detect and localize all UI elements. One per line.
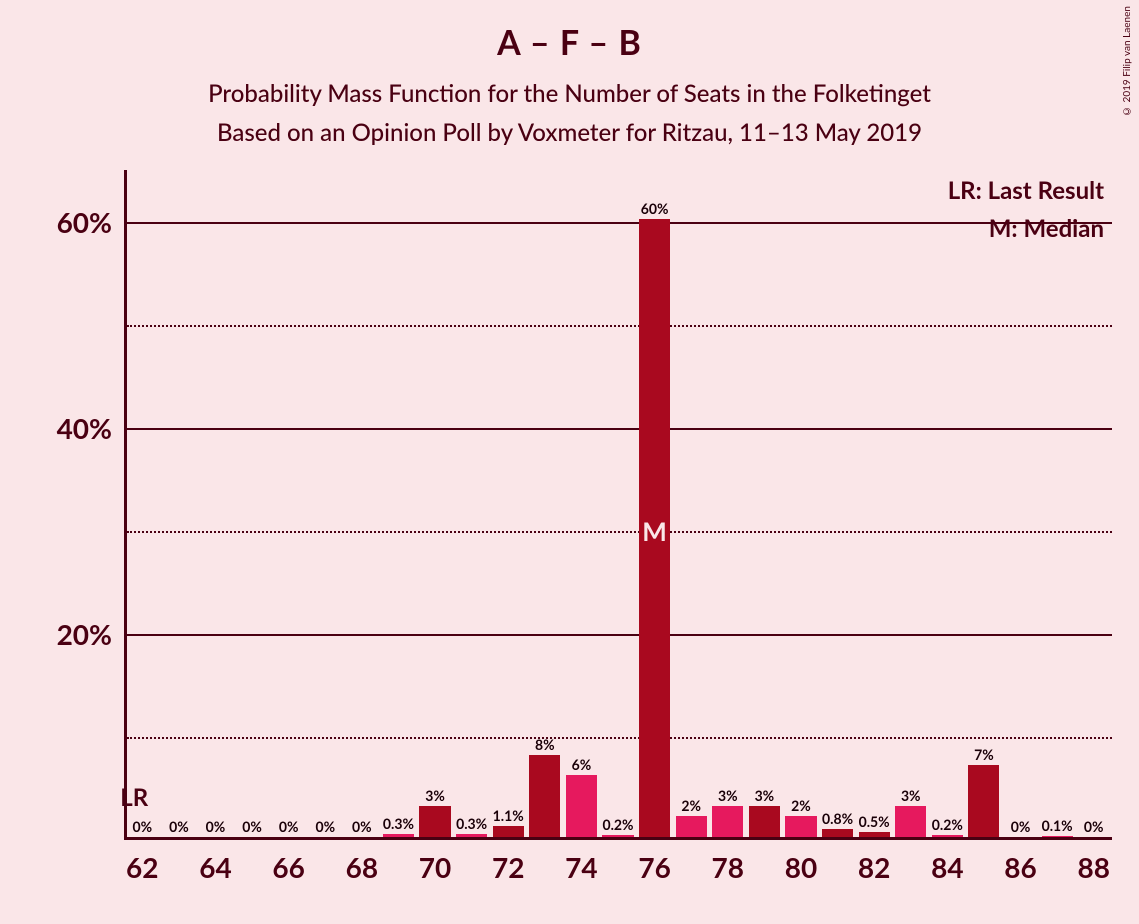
gridline-minor xyxy=(127,325,1112,327)
bar-value-label: 0.1% xyxy=(1042,817,1073,834)
y-tick-label: 40% xyxy=(57,411,112,445)
plot-area: 20%40%60%62646668707274767880828486880%0… xyxy=(124,170,1112,840)
gridline-minor xyxy=(127,737,1112,739)
bar-value-label: 0.2% xyxy=(602,816,633,833)
bar-value-label: 0.2% xyxy=(932,816,963,833)
bar-value-label: 6% xyxy=(572,756,592,773)
chart-container: A – F – B Probability Mass Function for … xyxy=(0,0,1139,924)
x-tick-label: 72 xyxy=(492,850,524,884)
bar-value-label: 0% xyxy=(206,818,226,835)
x-tick-label: 80 xyxy=(785,850,817,884)
bar-value-label: 3% xyxy=(901,787,921,804)
y-tick-label: 60% xyxy=(57,205,112,239)
gridline-major xyxy=(127,222,1112,224)
x-tick-label: 70 xyxy=(419,850,451,884)
bar-value-label: 0% xyxy=(132,818,152,835)
median-marker: M xyxy=(642,515,667,547)
x-tick-label: 88 xyxy=(1077,850,1109,884)
bar: 6% xyxy=(566,775,597,837)
bar-value-label: 0.3% xyxy=(383,815,414,832)
bar: 0.2% xyxy=(932,835,963,837)
bar-value-label: 0% xyxy=(1011,818,1031,835)
bar-value-label: 2% xyxy=(681,797,701,814)
bar: 3% xyxy=(895,806,926,837)
bar-value-label: 0% xyxy=(169,818,189,835)
bar: 0.5% xyxy=(859,832,890,837)
bar: 2% xyxy=(676,816,707,837)
x-tick-label: 62 xyxy=(126,850,158,884)
x-tick-label: 68 xyxy=(346,850,378,884)
bar: 2% xyxy=(785,816,816,837)
chart-title: A – F – B xyxy=(0,0,1139,63)
bar-value-label: 0% xyxy=(279,818,299,835)
bar: 60%M xyxy=(639,219,670,837)
x-tick-label: 66 xyxy=(272,850,304,884)
bar: 3% xyxy=(712,806,743,837)
bar-value-label: 7% xyxy=(974,746,994,763)
bar-value-label: 3% xyxy=(425,787,445,804)
lr-marker: LR xyxy=(120,783,148,812)
y-axis xyxy=(124,170,127,840)
bar-value-label: 0.8% xyxy=(822,810,853,827)
bar-value-label: 0% xyxy=(242,818,262,835)
bar: 0.1% xyxy=(1042,836,1073,837)
bar-value-label: 0.5% xyxy=(859,813,890,830)
bar: 0.8% xyxy=(822,829,853,837)
bar: 7% xyxy=(968,765,999,837)
bar-value-label: 3% xyxy=(755,787,775,804)
legend-lr: LR: Last Result xyxy=(948,176,1104,205)
x-tick-label: 64 xyxy=(199,850,231,884)
bar-value-label: 0% xyxy=(352,818,372,835)
x-tick-label: 78 xyxy=(712,850,744,884)
gridline-minor xyxy=(127,531,1112,533)
bar: 3% xyxy=(749,806,780,837)
bar-value-label: 2% xyxy=(791,797,811,814)
bar-value-label: 1.1% xyxy=(493,807,524,824)
bar: 0.3% xyxy=(383,834,414,837)
chart-subtitle-1: Probability Mass Function for the Number… xyxy=(0,79,1139,108)
bar: 8% xyxy=(529,755,560,837)
bar: 3% xyxy=(419,806,450,837)
bar: 0.2% xyxy=(602,835,633,837)
x-tick-label: 74 xyxy=(565,850,597,884)
x-tick-label: 76 xyxy=(638,850,670,884)
bar-value-label: 8% xyxy=(535,736,555,753)
bar-value-label: 0.3% xyxy=(456,815,487,832)
gridline-major xyxy=(127,634,1112,636)
chart-subtitle-2: Based on an Opinion Poll by Voxmeter for… xyxy=(0,118,1139,147)
bar-value-label: 0% xyxy=(1084,818,1104,835)
gridline-major xyxy=(127,428,1112,430)
x-axis xyxy=(124,837,1112,840)
x-tick-label: 82 xyxy=(858,850,890,884)
bar-value-label: 3% xyxy=(718,787,738,804)
x-tick-label: 86 xyxy=(1004,850,1036,884)
bar: 0.3% xyxy=(456,834,487,837)
bar-value-label: 0% xyxy=(315,818,335,835)
bar: 1.1% xyxy=(493,826,524,837)
y-tick-label: 20% xyxy=(57,617,112,651)
x-tick-label: 84 xyxy=(931,850,963,884)
legend-m: M: Median xyxy=(989,214,1104,243)
bar-value-label: 60% xyxy=(641,200,669,217)
copyright-text: © 2019 Filip van Laenen xyxy=(1121,6,1133,117)
